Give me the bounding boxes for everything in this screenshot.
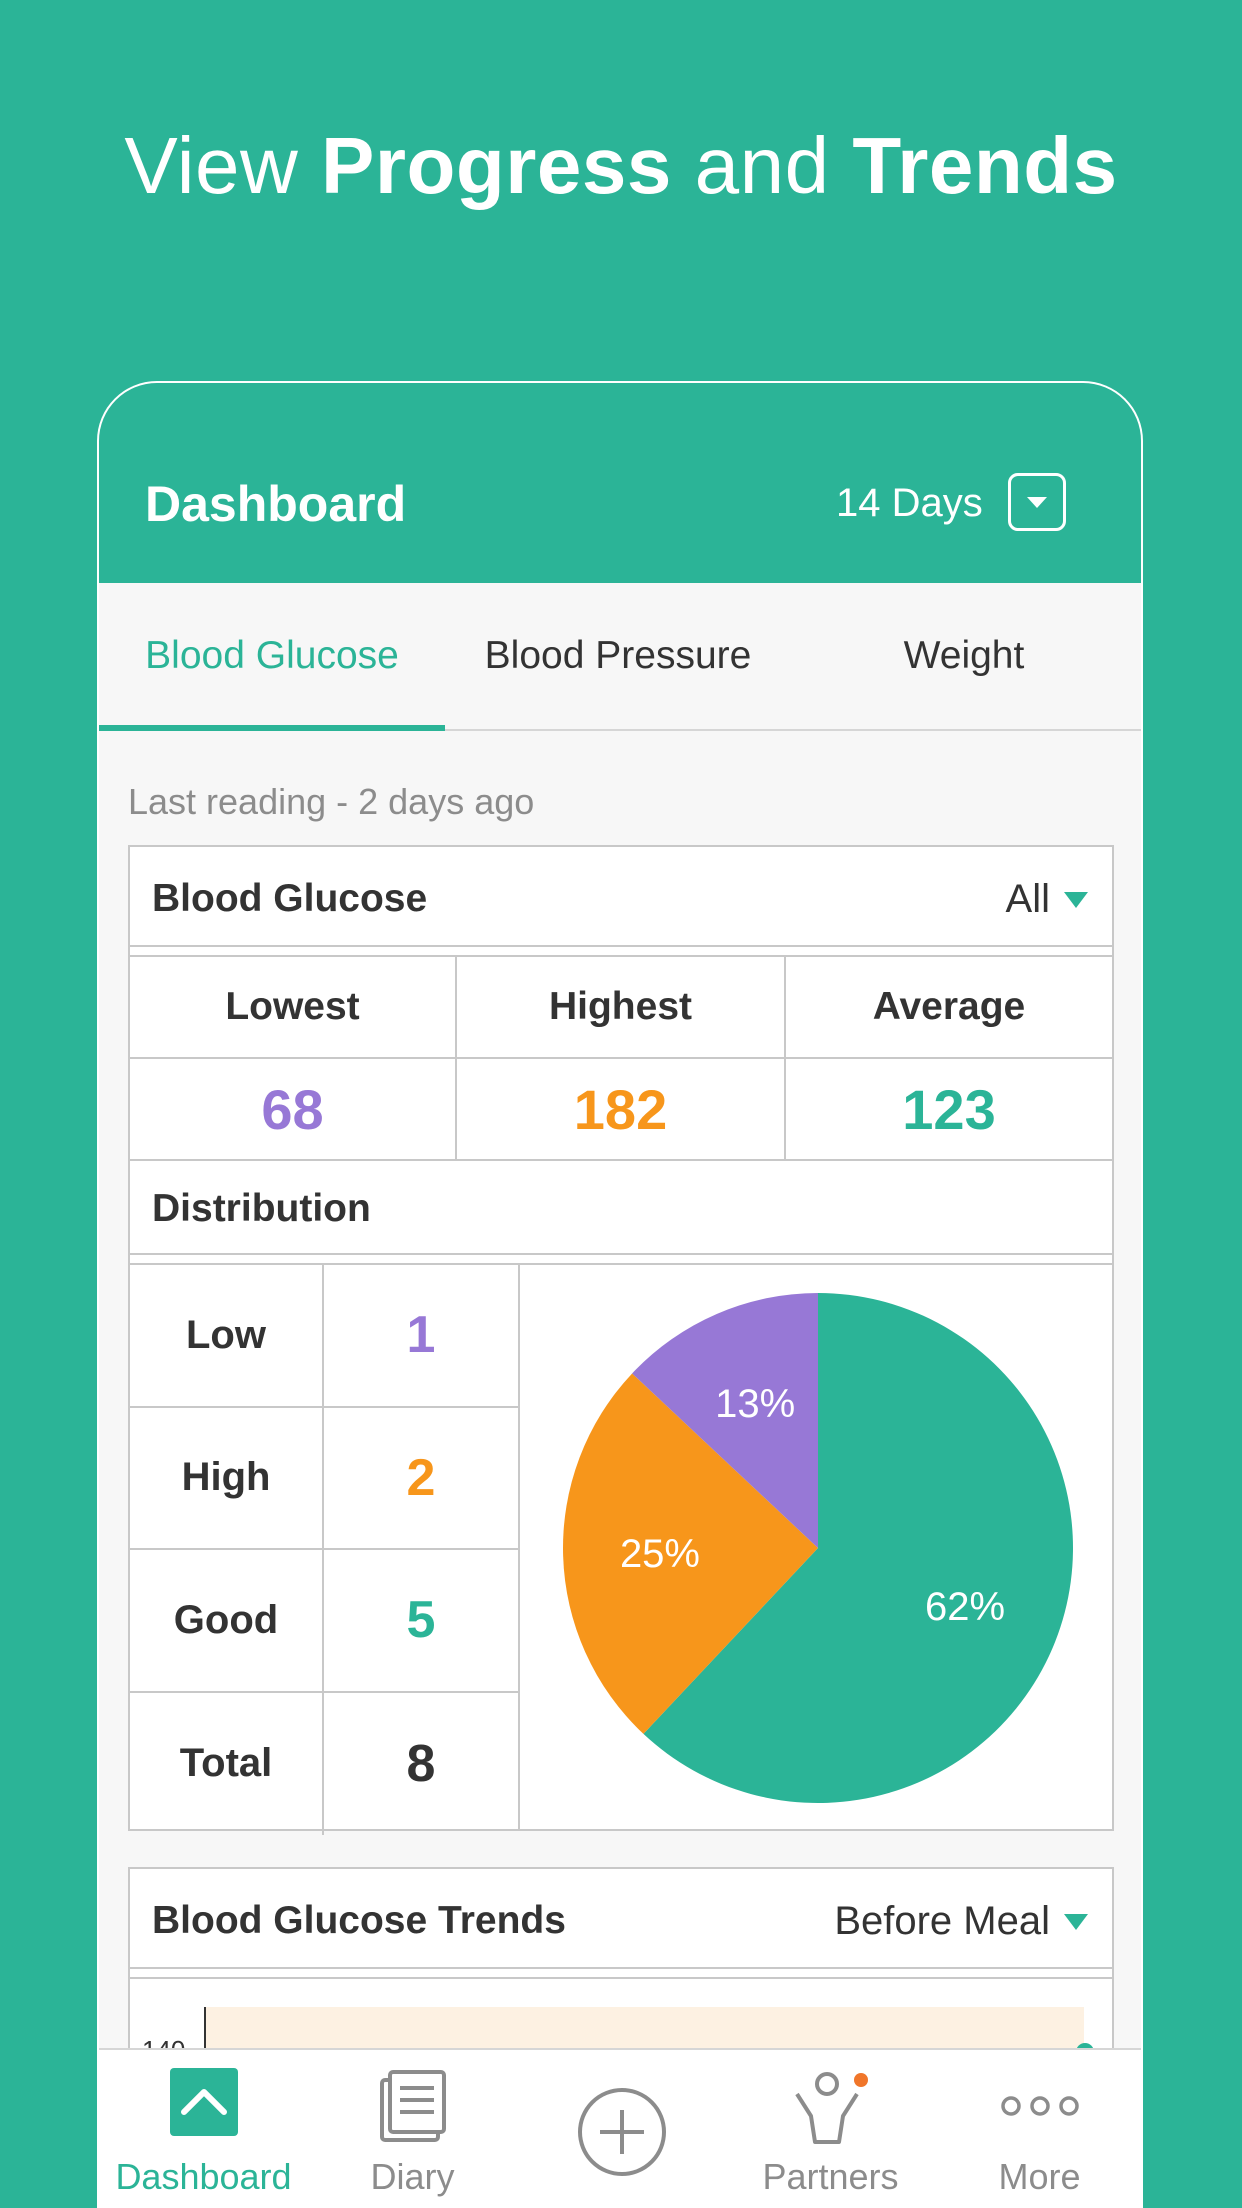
summary-card: Blood Glucose All Lowest Highest Average… <box>128 845 1114 1835</box>
nav-add[interactable] <box>517 2050 726 2208</box>
nav-partners[interactable]: Partners <box>726 2050 935 2208</box>
distribution-label: High <box>130 1407 324 1548</box>
distribution-count: 8 <box>406 1734 436 1793</box>
pie-label-low: 13% <box>715 1382 795 1426</box>
distribution-header: Distribution <box>130 1161 1112 1255</box>
distribution-row-high: High 2 <box>130 1407 518 1550</box>
nav-more[interactable]: More <box>935 2050 1141 2208</box>
distribution-pie-chart: 62% 25% 13% <box>522 1265 1114 1829</box>
distribution-row-low: Low 1 <box>130 1265 518 1408</box>
trends-card-title: Blood Glucose Trends <box>152 1899 566 1942</box>
stat-value-average: 123 <box>786 1059 1112 1161</box>
bottom-navigation: Dashboard Diary P <box>99 2048 1141 2208</box>
distribution-count: 2 <box>406 1448 436 1507</box>
distribution-row-good: Good 5 <box>130 1550 518 1693</box>
tab-weight[interactable]: Weight <box>903 634 1025 677</box>
meal-filter-select[interactable]: All <box>1006 877 1088 922</box>
nav-label: Diary <box>370 2156 455 2197</box>
pie-slice-good[interactable] <box>643 1293 1073 1803</box>
distribution-table: Low 1 High 2 Good 5 Total 8 <box>130 1265 520 1835</box>
dropdown-triangle-icon <box>1064 1913 1088 1930</box>
stat-label-average: Average <box>786 957 1112 1059</box>
period-dropdown-button[interactable] <box>1008 473 1066 531</box>
trends-card-header: Blood Glucose Trends Before Meal <box>130 1869 1112 1969</box>
distribution-title: Distribution <box>152 1187 371 1230</box>
tab-blood-pressure[interactable]: Blood Pressure <box>484 634 752 677</box>
distribution-count: 1 <box>406 1306 436 1365</box>
summary-card-title: Blood Glucose <box>152 877 428 920</box>
stat-value-highest: 182 <box>457 1059 786 1161</box>
stats-table: Lowest Highest Average 68 182 123 <box>130 955 1112 1161</box>
distribution-label: Total <box>130 1692 324 1835</box>
tab-bar: Blood Glucose Blood Pressure Weight <box>99 583 1141 731</box>
stat-label-lowest: Lowest <box>130 957 457 1059</box>
distribution-count: 5 <box>406 1591 436 1650</box>
pie-slice-high[interactable] <box>563 1373 818 1734</box>
summary-card-header: Blood Glucose All <box>130 847 1112 947</box>
app-bar: Dashboard 14 Days <box>99 383 1141 583</box>
last-reading-text: Last reading - 2 days ago <box>128 781 535 822</box>
trend-filter-value: Before Meal <box>834 1899 1050 1943</box>
nav-diary[interactable]: Diary <box>308 2050 517 2208</box>
distribution-label: Low <box>130 1265 324 1406</box>
diary-icon <box>379 2070 446 2142</box>
pie-label-good: 62% <box>925 1585 1005 1629</box>
distribution-row-total: Total 8 <box>130 1692 518 1835</box>
phone-screen: Dashboard 14 Days Blood Glucose Blood Pr… <box>97 381 1143 2208</box>
nav-label: Dashboard <box>115 2156 292 2197</box>
meal-filter-value: All <box>1005 877 1050 921</box>
nav-label: More <box>998 2156 1081 2197</box>
distribution-label: Good <box>130 1550 324 1691</box>
nav-dashboard[interactable]: Dashboard <box>99 2050 308 2208</box>
pie-label-high: 25% <box>620 1532 700 1576</box>
dashboard-icon <box>169 2068 238 2136</box>
dropdown-triangle-icon <box>1064 891 1088 908</box>
page-headline: View Progress and Trends <box>124 121 1118 210</box>
stat-value-lowest: 68 <box>130 1059 457 1161</box>
pie-svg: 62% 25% 13% <box>563 1293 1073 1803</box>
partners-icon <box>794 2072 868 2144</box>
add-icon <box>577 2088 666 2176</box>
stat-label-highest: Highest <box>457 957 786 1059</box>
page-title: Dashboard <box>145 476 407 532</box>
trend-filter-select[interactable]: Before Meal <box>834 1899 1088 1944</box>
tab-blood-glucose[interactable]: Blood Glucose <box>99 583 445 731</box>
period-label[interactable]: 14 Days <box>836 481 983 525</box>
nav-label: Partners <box>762 2156 899 2197</box>
pie-slice-low[interactable] <box>632 1293 818 1548</box>
distribution-body: Low 1 High 2 Good 5 Total 8 62% 25% 13% <box>130 1263 1114 1835</box>
more-icon <box>1000 2096 1079 2116</box>
